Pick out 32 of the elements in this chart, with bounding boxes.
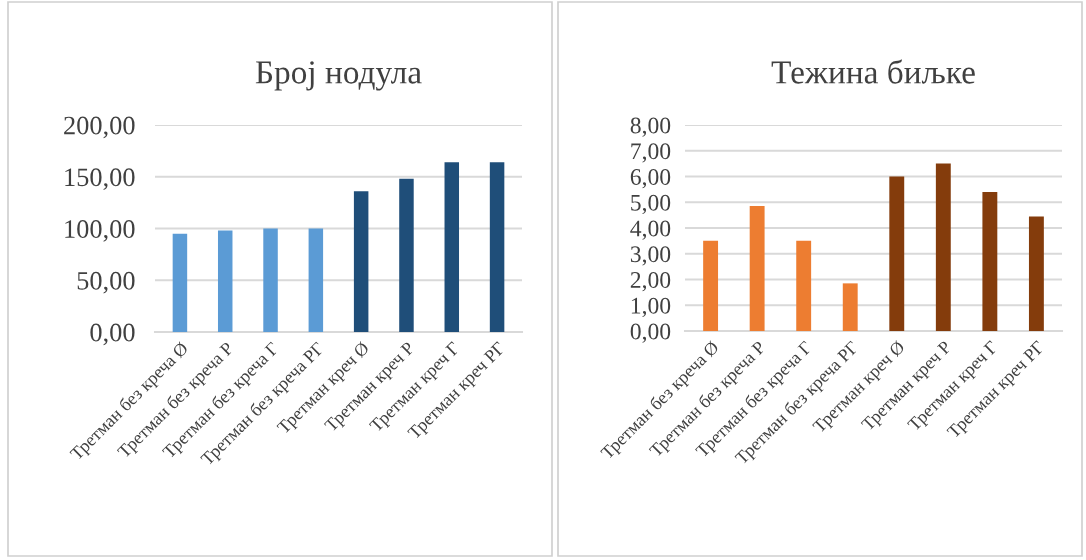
bar — [749, 206, 765, 331]
y-tick-label: 200,00 — [64, 116, 135, 139]
bar — [796, 240, 812, 331]
y-tick-label: 5,00 — [631, 194, 671, 215]
bar — [172, 233, 188, 332]
y-tick-label: 3,00 — [630, 246, 671, 266]
y-tick-label: 7,00 — [631, 143, 671, 163]
bar — [489, 162, 505, 332]
bar — [1028, 216, 1044, 331]
y-tick-label: 0,00 — [90, 323, 135, 346]
y-tick-label: 6,00 — [630, 168, 671, 189]
y-tick-label: 4,00 — [630, 220, 671, 240]
bar — [217, 230, 233, 332]
y-tick-label: 1,00 — [631, 297, 671, 318]
bar — [842, 283, 858, 331]
bar — [263, 228, 278, 332]
bar — [703, 240, 719, 331]
chart-title: Број нодула — [255, 61, 422, 91]
y-tick-label: 150,00 — [65, 168, 135, 190]
bar — [982, 191, 998, 331]
y-tick-label: 0,00 — [630, 323, 671, 343]
y-tick-label: 8,00 — [630, 117, 671, 137]
bar — [444, 162, 460, 332]
bar — [399, 178, 414, 332]
y-tick-label: 50,00 — [77, 271, 135, 294]
bar — [889, 176, 905, 331]
bar — [935, 163, 951, 331]
bar — [353, 191, 369, 332]
y-tick-label: 100,00 — [65, 220, 135, 242]
chart-title: Тежина биљке — [771, 59, 975, 84]
bar — [308, 228, 324, 332]
y-tick-label: 2,00 — [630, 271, 671, 292]
